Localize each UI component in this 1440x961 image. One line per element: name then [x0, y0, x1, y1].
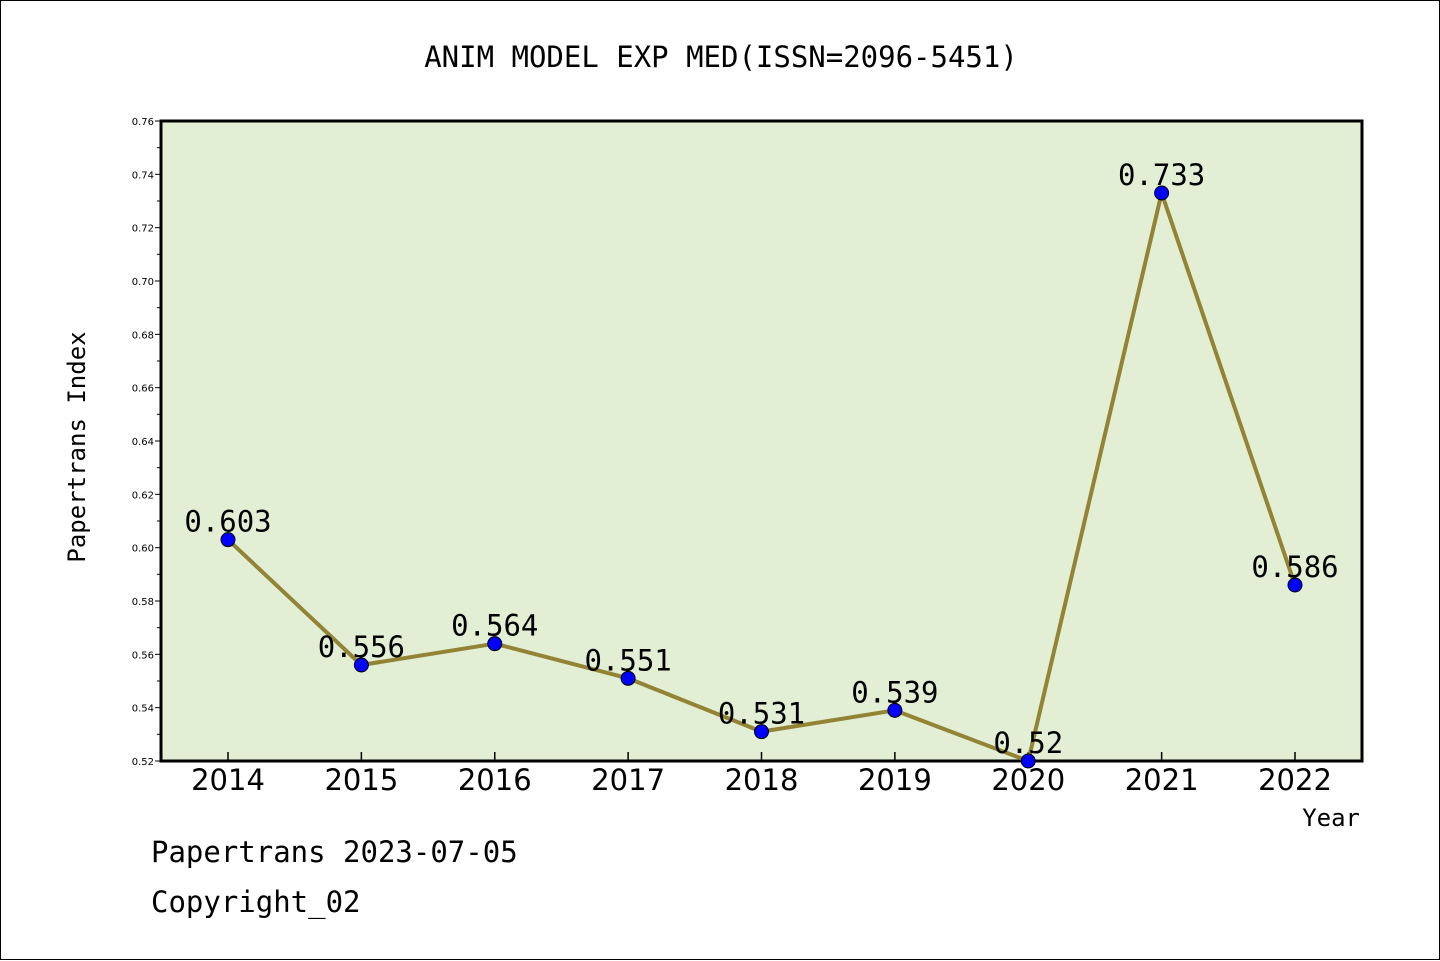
- data-label: 0.531: [718, 697, 805, 731]
- data-label: 0.586: [1251, 550, 1338, 584]
- x-tick-label: 2019: [858, 763, 932, 797]
- data-point: [487, 636, 503, 652]
- data-label: 0.733: [1118, 158, 1205, 192]
- x-axis-label: Year: [1302, 804, 1360, 832]
- y-axis-label: Papertrans Index: [63, 331, 91, 562]
- y-tick-label: 0.52: [132, 757, 154, 768]
- y-tick-label: 0.70: [132, 277, 154, 288]
- data-label: 0.551: [584, 643, 671, 677]
- x-tick-label: 2022: [1258, 763, 1332, 797]
- x-tick-label: 2020: [991, 763, 1065, 797]
- data-label: 0.564: [451, 609, 538, 643]
- y-axis: 0.52 0.54 0.56 0.58 0.60 0.62 0.64 0.66 0.68 0.70…: [132, 117, 161, 768]
- x-tick-label: 2016: [458, 763, 532, 797]
- y-tick-label: 0.66: [132, 384, 154, 395]
- data-point: [887, 702, 903, 718]
- data-point: [1154, 185, 1170, 201]
- data-labels: 0.603 0.556 0.564 0.551 0.531 0.539 0.52 0.733 0…: [184, 158, 1338, 760]
- y-tick-label: 0.64: [132, 437, 154, 448]
- data-point: [353, 657, 369, 673]
- y-tick-label: 0.72: [132, 224, 154, 235]
- y-tick-label: 0.74: [132, 170, 154, 181]
- chart-title: ANIM MODEL EXP MED(ISSN=2096-5451): [424, 40, 1018, 74]
- data-label: 0.539: [851, 675, 938, 709]
- y-tick-label: 0.76: [132, 117, 154, 128]
- data-point: [754, 724, 769, 740]
- footer-date: Papertrans 2023-07-05: [151, 835, 518, 869]
- x-tick-label: 2021: [1125, 763, 1199, 797]
- data-label: 0.52: [993, 726, 1063, 760]
- data-point: [1020, 753, 1036, 769]
- y-tick-label: 0.60: [132, 544, 154, 555]
- data-point: [220, 532, 236, 548]
- x-tick-label: 2015: [324, 763, 398, 797]
- plot-area: [159, 119, 1364, 763]
- footer-copyright: Copyright_02: [151, 885, 361, 919]
- x-tick-label: 2014: [191, 763, 265, 797]
- y-tick-label: 0.58: [132, 597, 154, 608]
- y-tick-label: 0.62: [132, 490, 154, 501]
- data-markers: [220, 185, 1303, 769]
- y-tick-label: 0.54: [132, 704, 154, 715]
- x-axis: 2014 2015 2016 2017 2018 2019 2020 2021 2022: [191, 752, 1332, 797]
- data-label: 0.556: [318, 630, 405, 664]
- x-tick-label: 2018: [725, 763, 799, 797]
- y-tick-label: 0.56: [132, 650, 154, 661]
- data-point: [1287, 577, 1303, 593]
- data-point: [620, 670, 636, 686]
- x-tick-label: 2017: [591, 763, 665, 797]
- data-label: 0.603: [184, 505, 271, 539]
- y-tick-label: 0.68: [132, 330, 154, 341]
